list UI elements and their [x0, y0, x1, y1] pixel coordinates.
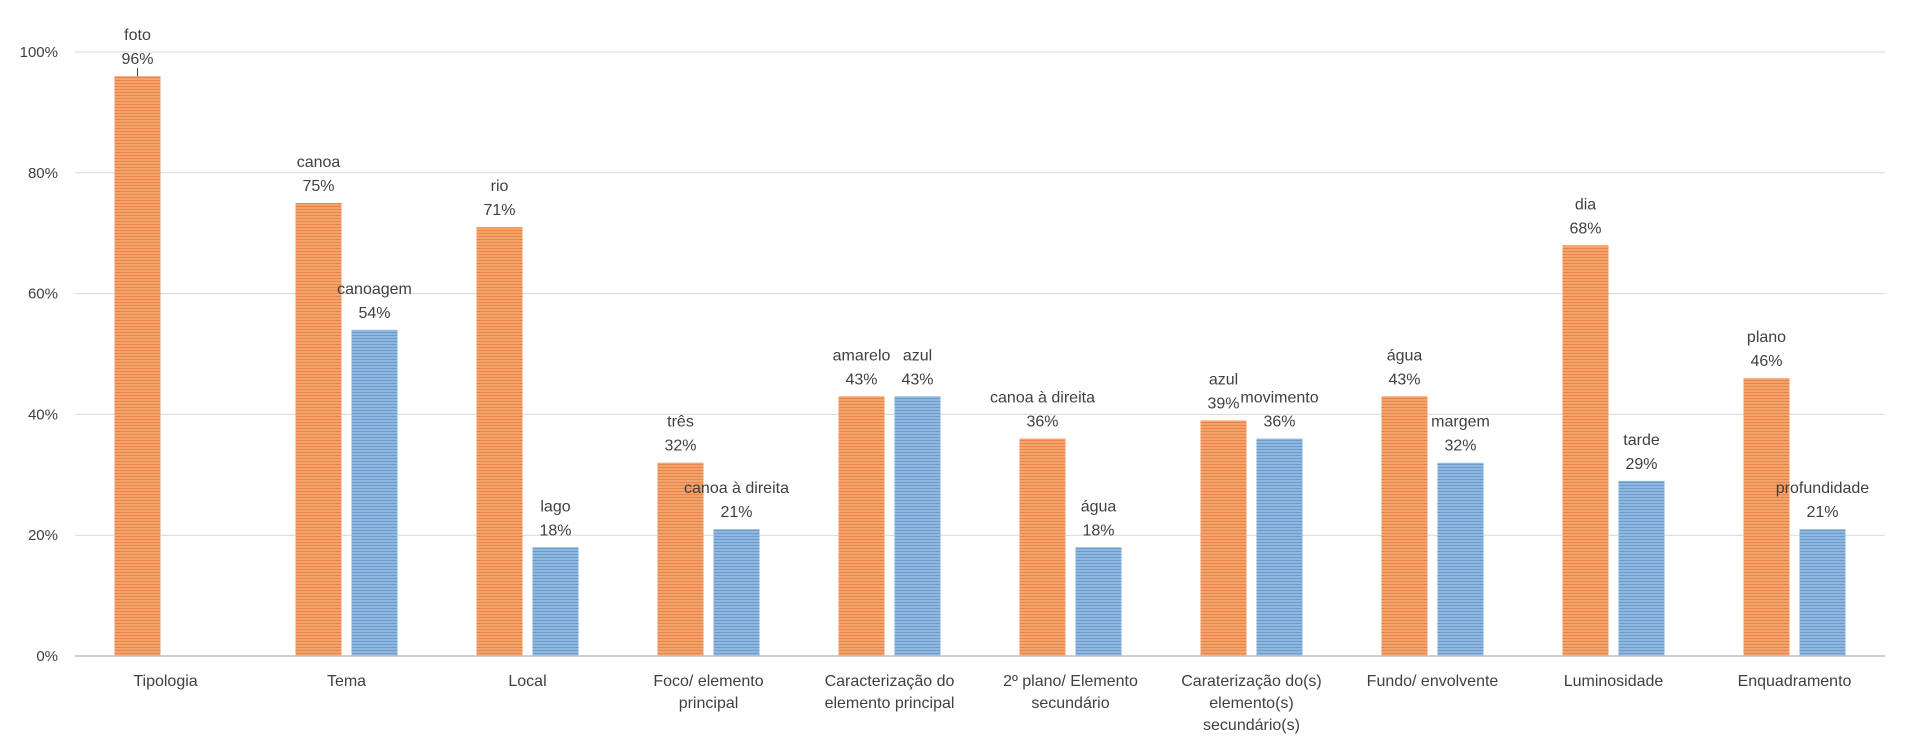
- bars: [114, 76, 1846, 656]
- bar-category-label: rio: [491, 178, 509, 195]
- bar-category-label: plano: [1747, 329, 1786, 346]
- x-category-label: Caraterização do(s): [1181, 673, 1322, 690]
- bar-primary: [476, 227, 523, 656]
- bar-value-label: 43%: [1388, 371, 1420, 388]
- bar-value-label: 32%: [1444, 438, 1476, 455]
- bar-secondary: [532, 547, 579, 656]
- bar-secondary: [1437, 462, 1484, 656]
- bar-value-label: 18%: [1082, 522, 1114, 539]
- bar-category-label: três: [667, 414, 694, 431]
- x-axis: Tipologia Tema Local Foco/ elemento principa…: [133, 673, 1851, 734]
- x-category-label: 2º plano/ Elemento: [1003, 673, 1138, 690]
- bar-category-label: canoa à direita: [684, 480, 789, 497]
- bar-value-label: 21%: [1806, 504, 1838, 521]
- x-category-label: secundário: [1031, 695, 1109, 712]
- y-tick-label: 60%: [28, 286, 58, 303]
- bar-value-label: 39%: [1207, 395, 1239, 412]
- bar-secondary: [1618, 480, 1665, 656]
- bar-secondary: [1799, 529, 1846, 656]
- bar-category-label: profundidade: [1776, 480, 1870, 497]
- bar-category-label: canoagem: [337, 281, 412, 298]
- x-category-label: principal: [679, 695, 739, 712]
- bar-category-label: canoa: [297, 154, 341, 171]
- bar-category-label: canoa à direita: [990, 390, 1095, 407]
- bar-category-label: lago: [540, 498, 570, 515]
- bar-value-label: 36%: [1026, 414, 1058, 431]
- x-category-label: Fundo/ envolvente: [1367, 673, 1499, 690]
- y-tick-label: 40%: [28, 406, 58, 423]
- bar-value-label: 18%: [539, 522, 571, 539]
- y-tick-label: 0%: [36, 648, 58, 665]
- bar-value-label: 96%: [121, 51, 153, 68]
- bar-value-label: 36%: [1263, 414, 1295, 431]
- bar-category-label: azul: [1209, 371, 1238, 388]
- bar-category-label: água: [1081, 498, 1117, 515]
- x-category-label: secundário(s): [1203, 717, 1300, 734]
- bar-primary: [295, 203, 342, 656]
- bar-secondary: [1075, 547, 1122, 656]
- bar-value-label: 75%: [302, 178, 334, 195]
- bar-value-label: 43%: [845, 371, 877, 388]
- y-tick-label: 80%: [28, 165, 58, 182]
- x-category-label: elemento principal: [825, 695, 955, 712]
- bar-category-label: movimento: [1240, 390, 1318, 407]
- y-tick-label: 100%: [20, 44, 58, 61]
- bar-secondary: [894, 396, 941, 656]
- bar-value-label: 71%: [483, 202, 515, 219]
- bar-primary: [1019, 438, 1066, 656]
- bar-value-label: 54%: [358, 305, 390, 322]
- y-tick-label: 20%: [28, 527, 58, 544]
- bar-category-label: dia: [1575, 196, 1596, 213]
- bar-primary: [838, 396, 885, 656]
- bar-category-label: amarelo: [833, 347, 891, 364]
- bar-category-label: azul: [903, 347, 932, 364]
- bar-primary: [657, 462, 704, 656]
- bar-secondary: [351, 329, 398, 656]
- y-axis: 0% 20% 40% 60% 80% 100%: [20, 44, 58, 665]
- bar-primary: [1200, 420, 1247, 656]
- x-category-label: Caracterização do: [825, 673, 955, 690]
- x-category-label: Tipologia: [133, 673, 197, 690]
- bar-value-label: 32%: [664, 438, 696, 455]
- bar-category-label: foto: [124, 27, 151, 44]
- bar-secondary: [1256, 438, 1303, 656]
- x-category-label: Foco/ elemento: [653, 673, 763, 690]
- bar-primary: [1381, 396, 1428, 656]
- bar-category-label: tarde: [1623, 432, 1660, 449]
- bar-primary: [1743, 378, 1790, 656]
- bar-value-label: 43%: [901, 371, 933, 388]
- bar-value-label: 46%: [1750, 353, 1782, 370]
- data-labels: foto 96% canoa 75% canoagem 54% rio 71% lago 18% t…: [121, 27, 1869, 539]
- x-category-label: Luminosidade: [1564, 673, 1664, 690]
- x-category-label: elemento(s): [1209, 695, 1293, 712]
- bar-primary: [114, 76, 161, 656]
- bar-value-label: 68%: [1569, 220, 1601, 237]
- bar-primary: [1562, 245, 1609, 656]
- bar-category-label: margem: [1431, 414, 1490, 431]
- bar-secondary: [713, 529, 760, 656]
- bar-value-label: 29%: [1625, 456, 1657, 473]
- x-category-label: Tema: [327, 673, 366, 690]
- x-category-label: Local: [508, 673, 546, 690]
- x-category-label: Enquadramento: [1738, 673, 1852, 690]
- bar-value-label: 21%: [720, 504, 752, 521]
- bar-category-label: água: [1387, 347, 1423, 364]
